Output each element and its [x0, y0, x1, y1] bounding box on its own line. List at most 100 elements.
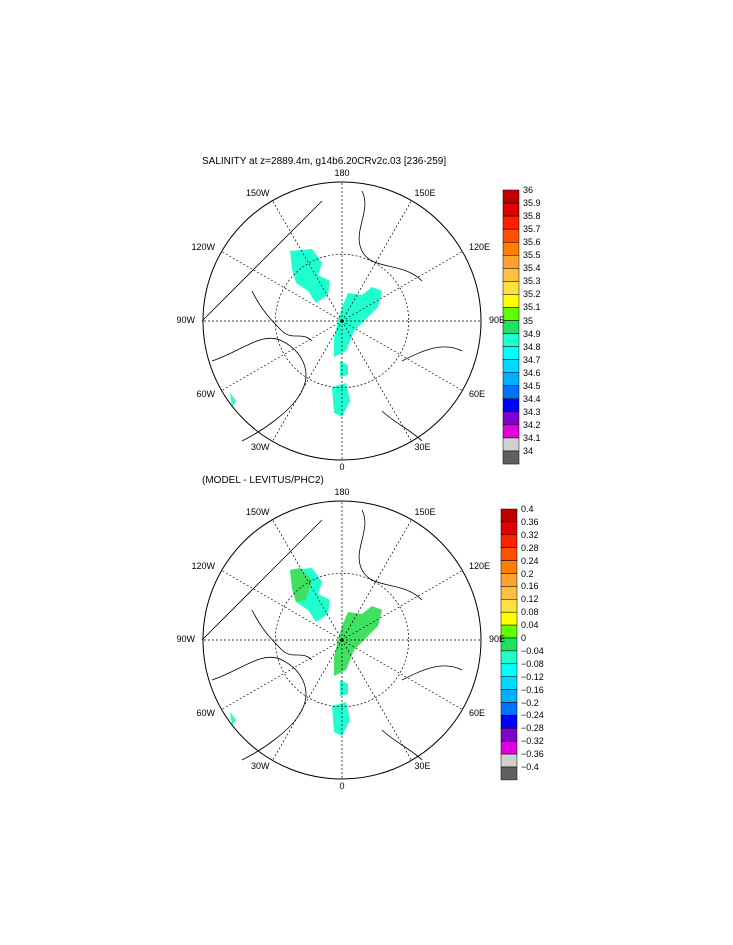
panel1-meridian: [341, 200, 412, 322]
panel2-colorbar-swatch: [500, 508, 518, 523]
panel2-colorbar-label: −0.4: [521, 762, 539, 772]
panel2-meridian: [341, 639, 412, 761]
panel2-map-boundary: [202, 500, 482, 780]
panel1-colorbar-swatch: [502, 372, 520, 387]
panel1-coastline: [251, 290, 313, 342]
panel2-colorbar-swatch: [500, 676, 518, 690]
panel2-longitude-label: 90E: [489, 634, 506, 644]
panel2-colorbar-swatch: [500, 740, 518, 755]
panel2-meridian: [341, 639, 463, 710]
panel2-colorbar-label: −0.32: [521, 736, 544, 747]
panel2-meridian: [341, 519, 412, 641]
panel1-colorbar-label: 35.1: [523, 302, 541, 313]
panel2-colorbar-label: −0.28: [521, 723, 544, 734]
panel2-colorbar-label: −0.24: [521, 710, 544, 721]
panel1-colorbar-label: 34.1: [523, 432, 541, 443]
panel2-colorbar-label: 0.32: [521, 529, 539, 540]
panel1-colorbar-swatch: [502, 189, 520, 204]
panel1-coastline: [381, 346, 463, 442]
panel1-map-boundary: [202, 181, 482, 461]
panel2-colorbar-label: 0.04: [521, 620, 539, 631]
panel1-colorbar-label: 35.8: [523, 211, 541, 222]
panel2-colorbar-label: 0.2: [521, 568, 534, 579]
panel1-colorbar-swatch: [502, 359, 520, 373]
panel2-colorbar-label: 0: [521, 633, 527, 643]
panel1-colorbar-swatch: [502, 424, 520, 439]
panel2-colorbar-label: −0.16: [521, 684, 544, 695]
panel2-field-region: [332, 702, 350, 736]
panel2-colorbar-swatch: [500, 560, 518, 574]
panel1-meridian: [341, 320, 412, 442]
panel2-field-region: [340, 680, 348, 696]
panel2-meridian: [221, 639, 343, 710]
panel2-longitude-label: 30E: [414, 761, 431, 772]
panel1-colorbar-swatch: [502, 294, 520, 308]
panel2-meridian: [272, 639, 343, 761]
panel2-colorbar-swatch: [500, 715, 518, 729]
panel2-colorbar-swatch: [500, 573, 518, 587]
panel2-coastline: [251, 609, 313, 661]
panel1-longitude-label: 150E: [414, 187, 436, 198]
panel1-longitude-label: 150W: [245, 187, 270, 198]
panel1-colorbar-label: 35: [523, 315, 534, 326]
panel1-colorbar-label: 35.9: [523, 198, 541, 209]
panel2-longitude-label: 60E: [469, 707, 486, 718]
panel2-colorbar-swatch: [500, 650, 518, 665]
panel1-coastline: [201, 200, 323, 322]
panel2-coastline: [358, 509, 423, 601]
panel2-longitude-label: 150E: [414, 506, 436, 517]
panel1-longitude-label: 180: [334, 168, 350, 178]
panel1-colorbar-label: 34.4: [523, 393, 541, 404]
panel1-colorbar-swatch: [502, 202, 520, 217]
panel1-colorbar-swatch: [502, 450, 520, 465]
panel1-colorbar-swatch: [502, 320, 520, 334]
panel1-colorbar-swatch: [502, 333, 520, 347]
panel2-colorbar-swatch: [500, 702, 518, 716]
panel2-latitude-circle: [274, 572, 410, 708]
panel1-colorbar-swatch: [502, 268, 520, 282]
panel1-colorbar-swatch: [502, 437, 520, 452]
panel2-colorbar-label: 0.08: [521, 607, 539, 618]
panel2-colorbar-label: 0.24: [521, 555, 539, 566]
panel1-colorbar-swatch: [502, 398, 520, 413]
panel1-meridian: [221, 251, 343, 322]
panel2-longitude-label: 60W: [196, 707, 215, 718]
panel1-colorbar-label: 34.9: [523, 328, 541, 339]
panel1-colorbar-label: 34: [523, 446, 534, 456]
panel2-meridian: [272, 519, 343, 641]
panel1-coastline: [211, 337, 307, 442]
panel1-colorbar-swatch: [502, 215, 520, 230]
panel2-colorbar-label: −0.36: [521, 749, 544, 760]
panel1-longitude-label: 60E: [469, 388, 486, 399]
panel1-longitude-label: 90W: [176, 315, 195, 325]
panel2-longitude-label: 90W: [176, 634, 195, 644]
panel2-colorbar-swatch: [500, 766, 518, 781]
panel1-colorbar-swatch: [502, 411, 520, 426]
panel2-coastline: [201, 519, 323, 641]
panel1-colorbar-label: 35.2: [523, 289, 541, 300]
panel1-colorbar-swatch: [502, 385, 520, 400]
panel1-field-region: [290, 249, 330, 303]
panel2-colorbar-label: 0.12: [521, 594, 539, 605]
panel1-colorbar-label: 35.7: [523, 224, 541, 235]
panel1-colorbar-label: 35.5: [523, 250, 541, 261]
panel1-longitude-label: 30E: [414, 442, 431, 453]
panel1-colorbar-label: 34.3: [523, 406, 541, 417]
panel2-coastline: [381, 665, 463, 761]
panel1-colorbar-label: 34.8: [523, 341, 541, 352]
panel1-longitude-label: 30W: [250, 442, 270, 453]
panel1-meridian: [341, 320, 463, 391]
panel2-colorbar-label: 0.16: [521, 581, 539, 592]
panel1-meridian: [221, 320, 343, 391]
panel1-meridian: [341, 251, 463, 322]
panel1-colorbar-label: 34.5: [523, 380, 541, 391]
panel2-field-region: [230, 712, 236, 726]
panel2-field-region-positive: [290, 568, 312, 602]
panel1-meridian: [272, 320, 343, 442]
panel1-meridian: [272, 200, 343, 322]
panel2-longitude-label: 180: [334, 487, 350, 497]
panel2-colorbar-swatch: [500, 534, 518, 548]
panel2-colorbar-swatch: [500, 521, 518, 536]
panel2-colorbar-label: −0.04: [521, 645, 544, 656]
